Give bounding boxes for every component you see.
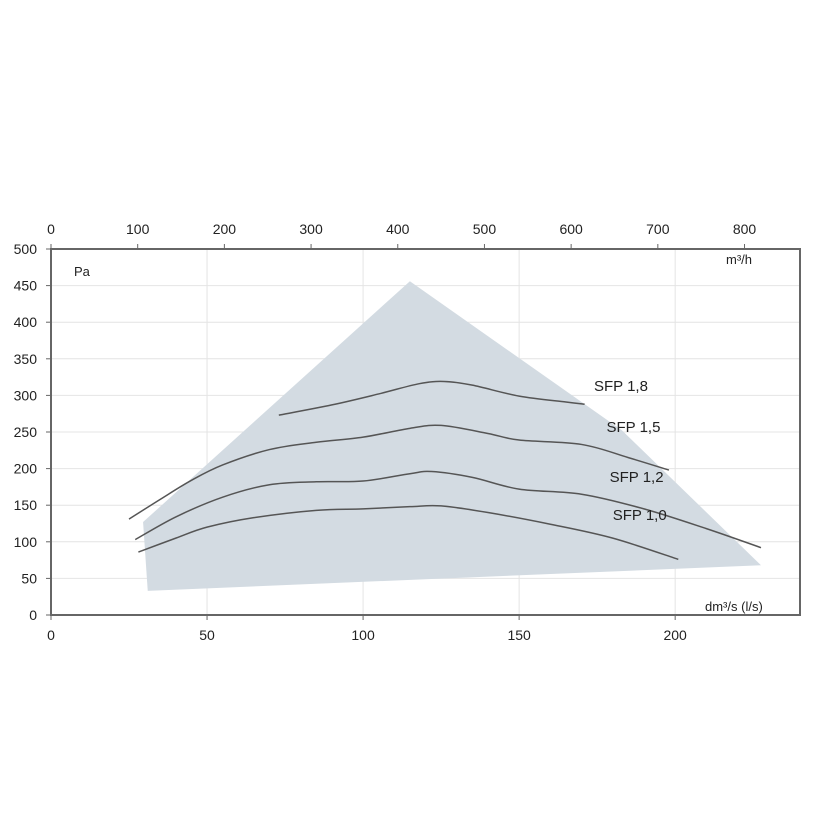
x-tick-label: 200 bbox=[663, 627, 687, 643]
x-tick-label: 50 bbox=[199, 627, 215, 643]
top-axis-tick-label: 500 bbox=[473, 221, 497, 237]
series-curve-1 bbox=[278, 380, 585, 416]
axes: 0 50 100 150 200 250 300 350 400 450 500 0 50 100 150 2… bbox=[14, 221, 757, 643]
x-axis-unit-label: dm³/s (l/s) bbox=[705, 599, 763, 614]
series-label-4: SFP 1,0 bbox=[613, 507, 667, 524]
top-axis-tick-label: 800 bbox=[733, 221, 757, 237]
top-axis-tick-label: 0 bbox=[47, 221, 55, 237]
operating-area-polygon bbox=[143, 281, 761, 591]
x-tick-label: 100 bbox=[351, 627, 375, 643]
top-axis-tick-label: 600 bbox=[559, 221, 583, 237]
y-tick-label: 0 bbox=[29, 607, 37, 623]
x-tick-label: 150 bbox=[507, 627, 531, 643]
series-curve-2 bbox=[128, 424, 670, 520]
series-label-2: SFP 1,5 bbox=[607, 419, 661, 436]
y-tick-label: 100 bbox=[14, 534, 38, 550]
top-axis-tick-label: 300 bbox=[299, 221, 323, 237]
y-tick-label: 150 bbox=[14, 497, 38, 513]
top-axis-unit-label: m³/h bbox=[726, 252, 752, 267]
top-axis-tick-label: 100 bbox=[126, 221, 150, 237]
y-axis-unit-label: Pa bbox=[74, 264, 91, 279]
series-label-1: SFP 1,8 bbox=[594, 378, 648, 395]
y-tick-label: 500 bbox=[14, 241, 38, 257]
y-tick-label: 250 bbox=[14, 424, 38, 440]
top-axis-tick-label: 200 bbox=[213, 221, 237, 237]
y-tick-label: 300 bbox=[14, 387, 38, 403]
series-curve-4 bbox=[138, 504, 679, 561]
y-tick-label: 400 bbox=[14, 314, 38, 330]
top-axis-tick-label: 700 bbox=[646, 221, 670, 237]
series-label-3: SFP 1,2 bbox=[610, 469, 664, 486]
sfp-curves: SFP 1,8 SFP 1,5 SFP 1,2 SFP 1,0 bbox=[128, 378, 762, 561]
x-tick-label: 0 bbox=[47, 627, 55, 643]
series-curve-3 bbox=[134, 470, 762, 549]
y-tick-label: 200 bbox=[14, 461, 38, 477]
y-tick-label: 450 bbox=[14, 278, 38, 294]
y-tick-label: 50 bbox=[21, 570, 37, 586]
operating-area bbox=[143, 281, 761, 591]
y-tick-label: 350 bbox=[14, 351, 38, 367]
top-axis-tick-label: 400 bbox=[386, 221, 410, 237]
